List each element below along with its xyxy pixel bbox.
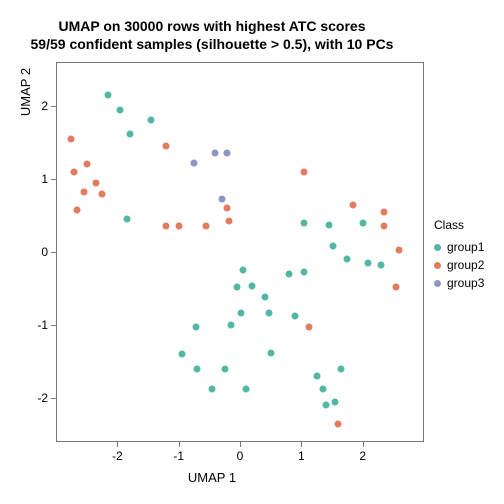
y-tick-mark <box>51 252 56 253</box>
chart-title-line2: 59/59 confident samples (silhouette > 0.… <box>0 36 424 52</box>
x-tick-mark <box>363 442 364 447</box>
scatter-point <box>209 386 216 393</box>
legend-label: group1 <box>447 240 484 254</box>
scatter-point <box>212 150 219 157</box>
scatter-point <box>261 294 268 301</box>
legend-item: group3 <box>434 274 484 292</box>
scatter-point <box>319 386 326 393</box>
x-tick-mark <box>240 442 241 447</box>
legend-swatch <box>434 280 441 287</box>
scatter-point <box>221 365 228 372</box>
x-tick-label: 2 <box>359 449 366 463</box>
scatter-point <box>68 135 75 142</box>
scatter-point <box>378 262 385 269</box>
scatter-point <box>238 309 245 316</box>
scatter-point <box>381 223 388 230</box>
legend-label: group3 <box>447 276 484 290</box>
y-tick-label: 0 <box>18 245 48 259</box>
y-tick-mark <box>51 325 56 326</box>
scatter-point <box>123 216 130 223</box>
legend-item: group1 <box>434 238 484 256</box>
x-tick-mark <box>179 442 180 447</box>
scatter-point <box>301 168 308 175</box>
scatter-point <box>148 117 155 124</box>
scatter-point <box>80 189 87 196</box>
y-tick-label: -2 <box>18 391 48 405</box>
y-axis-label: UMAP 2 <box>18 0 33 282</box>
scatter-point <box>249 283 256 290</box>
x-tick-mark <box>301 442 302 447</box>
x-tick-mark <box>117 442 118 447</box>
scatter-point <box>286 270 293 277</box>
y-tick-label: 1 <box>18 172 48 186</box>
scatter-point <box>175 223 182 230</box>
legend-swatch <box>434 262 441 269</box>
scatter-point <box>178 351 185 358</box>
scatter-point <box>364 259 371 266</box>
scatter-point <box>292 313 299 320</box>
scatter-point <box>203 223 210 230</box>
scatter-point <box>305 323 312 330</box>
y-tick-mark <box>51 106 56 107</box>
scatter-point <box>223 205 230 212</box>
scatter-point <box>163 143 170 150</box>
scatter-point <box>218 195 225 202</box>
scatter-point <box>332 398 339 405</box>
scatter-point <box>301 219 308 226</box>
chart-title-line1: UMAP on 30000 rows with highest ATC scor… <box>0 18 424 34</box>
scatter-point <box>223 150 230 157</box>
scatter-point <box>301 269 308 276</box>
y-tick-label: -1 <box>18 318 48 332</box>
y-tick-label: 2 <box>18 99 48 113</box>
scatter-point <box>267 349 274 356</box>
legend-swatch <box>434 244 441 251</box>
scatter-point <box>359 219 366 226</box>
y-tick-mark <box>51 398 56 399</box>
scatter-point <box>335 420 342 427</box>
x-tick-label: 1 <box>298 449 305 463</box>
scatter-point <box>227 322 234 329</box>
scatter-point <box>344 256 351 263</box>
scatter-point <box>243 386 250 393</box>
scatter-point <box>350 201 357 208</box>
scatter-point <box>191 159 198 166</box>
scatter-point <box>83 161 90 168</box>
scatter-point <box>194 365 201 372</box>
scatter-point <box>99 190 106 197</box>
scatter-point <box>240 267 247 274</box>
x-tick-label: 0 <box>237 449 244 463</box>
scatter-point <box>117 106 124 113</box>
scatter-point <box>92 179 99 186</box>
scatter-point <box>126 130 133 137</box>
scatter-point <box>393 284 400 291</box>
scatter-point <box>313 373 320 380</box>
x-tick-label: -1 <box>173 449 184 463</box>
scatter-point <box>105 91 112 98</box>
scatter-point <box>233 284 240 291</box>
scatter-point <box>71 168 78 175</box>
legend: Class group1 group2 group3 <box>434 218 484 292</box>
plot-area <box>56 62 424 442</box>
scatter-point <box>163 223 170 230</box>
scatter-point <box>325 221 332 228</box>
scatter-point <box>330 243 337 250</box>
x-tick-label: -2 <box>112 449 123 463</box>
legend-label: group2 <box>447 258 484 272</box>
x-axis-label: UMAP 1 <box>0 470 424 485</box>
legend-item: group2 <box>434 256 484 274</box>
scatter-point <box>192 323 199 330</box>
scatter-point <box>396 246 403 253</box>
scatter-point <box>266 309 273 316</box>
scatter-point <box>322 402 329 409</box>
legend-title: Class <box>434 218 484 232</box>
y-tick-mark <box>51 179 56 180</box>
scatter-point <box>338 365 345 372</box>
scatter-point <box>225 218 232 225</box>
scatter-point <box>381 208 388 215</box>
scatter-point <box>74 206 81 213</box>
